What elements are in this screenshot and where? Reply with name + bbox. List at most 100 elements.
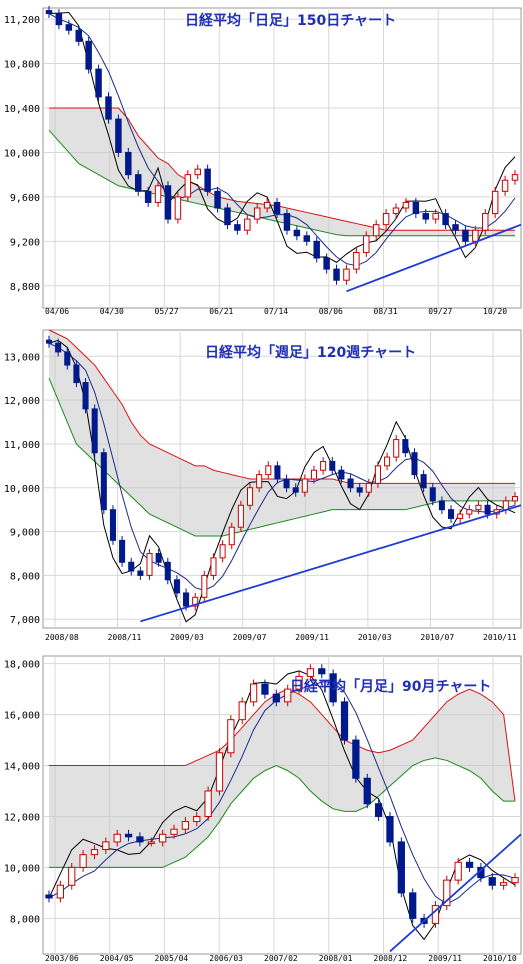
candle (227, 719, 235, 754)
x-tick-label: 2003/06 (45, 954, 79, 963)
candle (244, 218, 251, 231)
x-tick-label: 2010/10 (483, 954, 517, 963)
candle (181, 821, 190, 830)
candle (409, 892, 417, 919)
candle (154, 185, 162, 203)
candle (134, 174, 142, 192)
daily-chart-title: 日経平均「日足」150日チャート (185, 12, 396, 29)
candle (215, 752, 224, 792)
candle (411, 452, 418, 476)
candle (173, 579, 180, 594)
candle (125, 151, 132, 176)
candle (340, 701, 349, 741)
x-tick-label: 04/06 (45, 307, 69, 316)
candle (183, 592, 190, 607)
candle (420, 474, 427, 489)
support-trendline (140, 504, 522, 623)
cloud-area (49, 689, 515, 868)
candle (95, 68, 102, 98)
y-tick-label: 9,200 (10, 237, 40, 248)
x-tick-label: 2006/03 (209, 954, 243, 963)
candle (128, 561, 135, 572)
candle (234, 224, 241, 231)
cloud-span-b (49, 757, 515, 868)
y-tick-label: 10,000 (4, 484, 40, 495)
candle (102, 841, 110, 851)
x-tick-label: 2009/03 (170, 633, 204, 642)
candle (253, 207, 261, 220)
candle (363, 777, 371, 805)
candle (303, 235, 311, 242)
x-tick-label: 2008/08 (45, 633, 79, 642)
y-tick-label: 7,000 (10, 615, 40, 626)
candle (365, 482, 372, 493)
candle (105, 96, 112, 120)
candle (136, 836, 144, 843)
candle (374, 803, 383, 817)
candle (265, 465, 272, 476)
candle (374, 465, 381, 484)
candle (90, 849, 99, 856)
candle (384, 456, 391, 467)
candle (511, 174, 519, 181)
candle (454, 861, 462, 881)
support-trendline (389, 833, 522, 953)
candle (392, 207, 400, 215)
candle (55, 13, 63, 26)
y-tick-label: 10,000 (4, 863, 40, 874)
x-tick-label: 2010/11 (483, 633, 517, 642)
y-tick-label: 10,800 (4, 60, 40, 71)
candle (155, 553, 162, 563)
candle (310, 469, 318, 480)
daily-chart-panel: 11,200 10,800 10,400 10,000 9,600 9,200 8,800 0… (4, 6, 522, 316)
candle (347, 478, 354, 489)
candle (45, 894, 53, 899)
candle (214, 190, 221, 209)
candle (228, 526, 235, 546)
monthly-chart-title: 日経平均「月足」90月チャート (290, 678, 491, 695)
lagging-line (48, 11, 516, 263)
candle (194, 168, 201, 176)
candle (402, 439, 409, 454)
cloud-span-a (49, 688, 516, 802)
candle (482, 213, 489, 231)
base-line (48, 681, 516, 905)
candle (462, 229, 469, 242)
y-tick-label: 10,400 (4, 104, 40, 115)
candle (184, 174, 192, 198)
candle (443, 879, 451, 907)
x-tick-label: 2009/11 (428, 954, 462, 963)
y-tick-label: 8,000 (10, 571, 40, 582)
candle (164, 185, 172, 220)
candle (64, 351, 71, 366)
candle (238, 701, 246, 721)
candle (249, 683, 258, 703)
weekly-plot-frame (42, 329, 522, 629)
candle (306, 668, 315, 677)
x-tick-label: 2008/01 (319, 954, 353, 963)
candle (452, 224, 459, 231)
candle (113, 833, 121, 843)
candle (438, 500, 445, 511)
candle (256, 474, 263, 489)
x-tick-label: 08/06 (319, 307, 343, 316)
candle (343, 268, 350, 281)
x-tick-label: 04/30 (100, 307, 124, 316)
candle (329, 460, 336, 471)
candle (45, 10, 53, 15)
candle (272, 693, 280, 703)
candle (472, 229, 479, 242)
candle (318, 668, 326, 675)
candle (109, 509, 116, 541)
daily-plot-frame (42, 7, 522, 309)
y-tick-label: 11,000 (4, 440, 40, 451)
x-tick-label: 2009/07 (233, 633, 267, 642)
x-tick-label: 2007/02 (264, 954, 298, 963)
candle (193, 815, 201, 823)
y-tick-label: 11,200 (4, 15, 40, 26)
candle (397, 841, 405, 894)
candle (412, 201, 420, 215)
candle (432, 213, 439, 220)
candle (448, 509, 455, 519)
